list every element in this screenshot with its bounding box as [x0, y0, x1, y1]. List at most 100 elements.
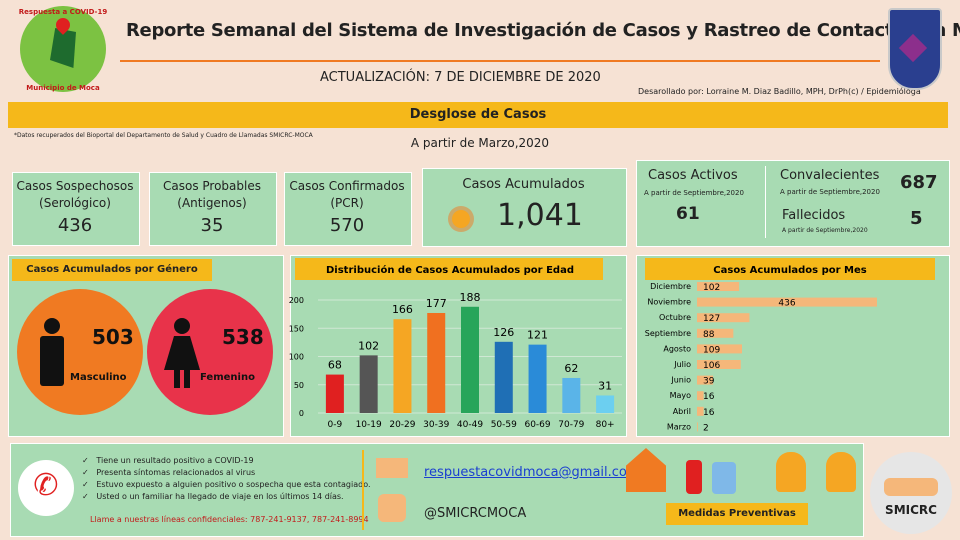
checklist-item: ✓ Presenta síntomas relacionados al viru…	[82, 468, 256, 477]
value-label: 121	[527, 329, 548, 342]
like-icon	[378, 494, 406, 522]
deaths-value: 5	[910, 208, 923, 229]
card	[149, 172, 277, 246]
value-label: 68	[328, 359, 342, 372]
y-tick-label: Octubre	[659, 313, 691, 322]
month-title-band	[645, 258, 935, 280]
bar	[528, 344, 547, 413]
value-label: 109	[703, 345, 720, 355]
checklist-item: ✓ Estuvo expuesto a alguien positivo o s…	[82, 480, 371, 489]
source-note: *Datos recuperados del Bioportal del Dep…	[14, 132, 313, 139]
title: Reporte Semanal del Sistema de Investiga…	[126, 20, 960, 41]
value-label: 436	[778, 299, 795, 309]
call-text: Llame a nuestras líneas confidenciales: …	[90, 515, 369, 524]
gender-label: Masculino	[70, 372, 127, 383]
sanitizer-icon	[686, 460, 702, 494]
convalescent-label: Convalecientes	[780, 168, 880, 183]
value-label: 102	[358, 339, 379, 352]
y-tick-label: 200	[289, 296, 304, 305]
bar	[697, 282, 740, 291]
bar	[697, 328, 734, 338]
x-tick-label: 60-69	[524, 420, 550, 430]
convalescent-since: A partir de Septiembre,2020	[780, 188, 880, 196]
gender-circle	[17, 289, 143, 415]
title-rule	[120, 60, 880, 62]
y-tick-label: Diciembre	[650, 282, 691, 291]
bar	[697, 375, 714, 385]
gender-title-band	[12, 259, 212, 281]
bar	[461, 306, 479, 413]
card-sub: (Antigenos)	[177, 196, 247, 210]
status-card	[636, 160, 950, 247]
banner-title: Desglose de Casos	[409, 107, 547, 122]
x-tick-label: 80+	[596, 420, 615, 430]
card	[12, 172, 140, 246]
y-tick-label: 0	[299, 409, 304, 418]
checklist-text: Presenta síntomas relacionados al virus	[96, 468, 256, 477]
person-head	[174, 318, 190, 334]
divider	[362, 450, 364, 530]
x-tick-label: 50-59	[491, 420, 517, 430]
value-label: 102	[703, 283, 720, 293]
age-title-band	[295, 258, 603, 280]
checklist-item: ✓ Usted o un familiar ha llegado de viaj…	[82, 492, 344, 501]
y-tick-label: Noviembre	[647, 298, 691, 307]
accumulated-card	[422, 168, 627, 247]
bar	[697, 422, 698, 432]
credit: Desarollado por: Lorraine M. Diaz Badill…	[638, 87, 921, 96]
y-tick-label: Abril	[673, 407, 691, 416]
card-label: Casos Probables	[163, 179, 261, 193]
social-handle: @SMICRCMOCA	[424, 506, 527, 521]
divider	[765, 166, 766, 238]
y-tick-label: Julio	[673, 360, 691, 369]
email-link[interactable]: respuestacovidmoca@gmail.com	[424, 465, 640, 480]
value-label: 31	[598, 379, 612, 392]
value-label: 62	[564, 362, 578, 375]
logo-top-text: Respuesta a COVID-19	[18, 8, 108, 16]
y-tick-label: 50	[294, 381, 304, 390]
bar	[325, 374, 344, 413]
value-label: 188	[460, 291, 481, 304]
value-label: 16	[703, 408, 715, 418]
active-label: Casos Activos	[648, 168, 738, 183]
person-body	[40, 336, 64, 386]
y-tick-label: Marzo	[667, 422, 691, 431]
x-tick-label: 30-39	[423, 420, 449, 430]
person-head	[44, 318, 60, 334]
chart-title: Casos Acumulados por Mes	[713, 265, 866, 276]
x-tick-label: 10-19	[356, 420, 382, 430]
accumulated-value: 1,041	[497, 198, 583, 233]
y-tick-label: Mayo	[670, 391, 692, 400]
chart-title: Distribución de Casos Acumulados por Eda…	[326, 264, 574, 276]
org-name: SMICRC	[885, 503, 937, 517]
checklist: ✓ Tiene un resultado positivo a COVID-19…	[82, 455, 371, 503]
x-tick-label: 0-9	[328, 420, 343, 430]
x-tick-label: 70-79	[558, 420, 584, 430]
y-tick-label: Agosto	[663, 344, 691, 353]
bar	[393, 319, 412, 413]
deaths-since: A partir de Septiembre,2020	[782, 227, 868, 234]
card	[284, 172, 412, 246]
gender-label: Femenino	[200, 372, 255, 383]
soap-icon	[712, 462, 736, 494]
banner	[8, 102, 948, 128]
bar	[596, 395, 615, 413]
month-panel	[636, 255, 950, 437]
bar	[494, 341, 513, 413]
logo-bottom-text: Municipio de Moca	[26, 84, 100, 92]
y-tick-label: 100	[289, 353, 304, 362]
checklist-text: Estuvo expuesto a alguien positivo o sos…	[96, 480, 371, 489]
measures-band	[666, 503, 808, 525]
y-tick-label: Septiembre	[645, 329, 691, 338]
card-sub: (PCR)	[330, 196, 364, 210]
card-value: 570	[329, 215, 365, 236]
bar	[697, 360, 741, 369]
value-label: 127	[703, 314, 720, 324]
card-sub: (Serológico)	[39, 196, 111, 210]
value-label: 166	[392, 303, 413, 316]
value-label: 126	[493, 326, 514, 339]
x-tick-label: 40-49	[457, 420, 483, 430]
value-label: 177	[426, 297, 447, 310]
